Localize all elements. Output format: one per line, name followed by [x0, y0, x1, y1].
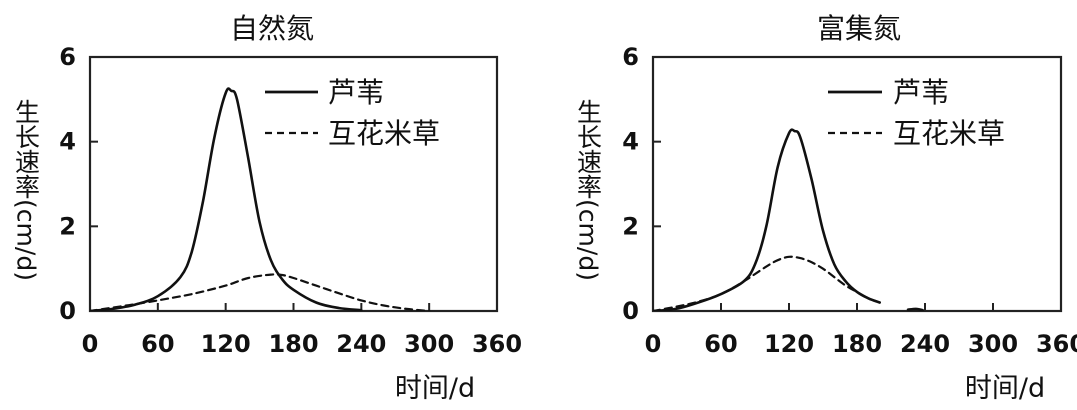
x-tick-label: 360 [472, 330, 522, 358]
y-tick-label: 4 [622, 128, 639, 156]
series-line-phragmites [90, 87, 363, 311]
x-tick-label: 180 [268, 330, 318, 358]
x-tick-label: 120 [764, 330, 814, 358]
legend-label: 芦苇 [328, 76, 384, 109]
series-line-spartina [90, 273, 431, 311]
x-tick-label: 240 [336, 330, 386, 358]
y-axis-label: 生长速率(cm/d) [574, 99, 603, 281]
x-tick-label: 60 [141, 330, 174, 358]
y-tick-label: 2 [59, 212, 76, 240]
x-tick-label: 360 [1036, 330, 1077, 358]
x-tick-label: 300 [404, 330, 454, 358]
y-axis-label: 生长速率(cm/d) [12, 99, 41, 281]
y-tick-label: 2 [622, 212, 639, 240]
x-tick-label: 300 [968, 330, 1018, 358]
plot-frame [88, 55, 499, 313]
legend-label: 互花米草 [893, 117, 1005, 150]
series-line-spartina [653, 255, 881, 311]
chart-title: 富集氮 [817, 12, 901, 45]
legend-label: 芦苇 [893, 76, 949, 109]
panel-enriched-nitrogen: 富集氮0246060120180240300360生长速率(cm/d)时间/d芦… [574, 12, 1077, 404]
x-tick-label: 60 [704, 330, 737, 358]
y-tick-label: 0 [622, 297, 639, 325]
x-tick-label: 180 [832, 330, 882, 358]
legend-label: 互花米草 [328, 117, 440, 150]
series-line-fragment [906, 307, 924, 311]
x-tick-label: 0 [82, 330, 99, 358]
x-tick-label: 120 [201, 330, 251, 358]
y-tick-label: 6 [622, 43, 639, 71]
x-tick-label: 0 [645, 330, 662, 358]
y-tick-label: 6 [59, 43, 76, 71]
plot-frame [651, 55, 1063, 313]
y-tick-label: 4 [59, 128, 76, 156]
y-tick-label: 0 [59, 297, 76, 325]
x-axis-label: 时间/d [395, 373, 475, 404]
x-tick-label: 240 [900, 330, 950, 358]
x-axis-label: 时间/d [965, 373, 1045, 404]
chart-title: 自然氮 [230, 12, 314, 45]
series-line-phragmites [653, 128, 881, 311]
